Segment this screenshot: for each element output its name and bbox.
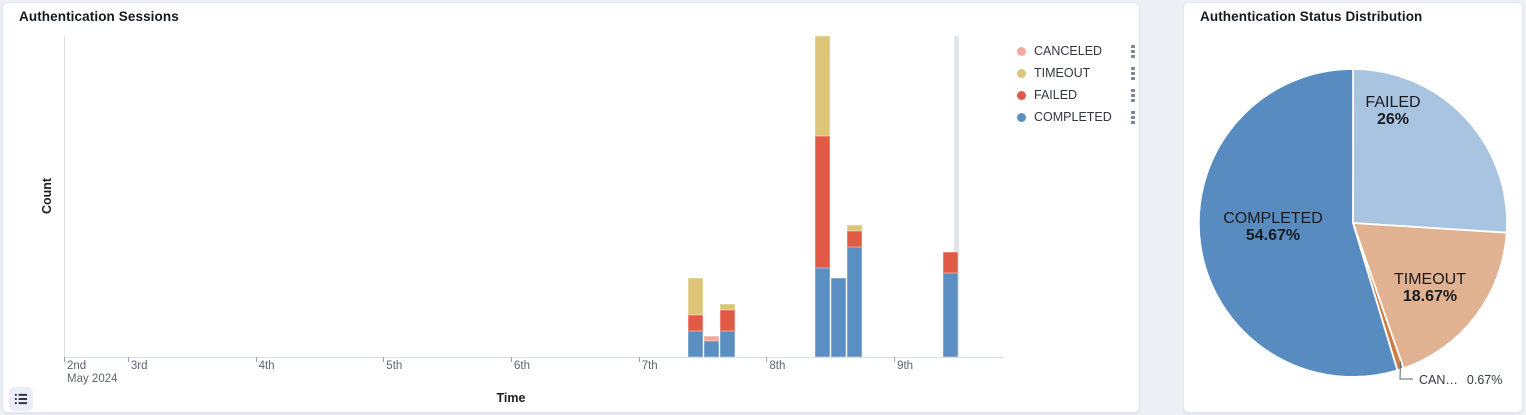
legend-item-label: FAILED (1034, 88, 1078, 102)
legend-item-completed[interactable]: COMPLETED (1009, 106, 1137, 128)
tick-day-label: 5th (386, 360, 403, 372)
list-icon (14, 393, 28, 405)
legend-color-dot (1017, 46, 1026, 56)
bar-segment-completed[interactable] (831, 278, 847, 357)
bar-segment-completed[interactable] (687, 330, 703, 357)
tick-month-label: May 2024 (67, 373, 118, 385)
x-axis-tick-label: 6th (514, 360, 530, 373)
x-axis-tick-label: 7th (642, 360, 658, 373)
bar-segment-completed[interactable] (815, 267, 831, 357)
legend-toggle-button[interactable] (9, 387, 33, 411)
y-axis-title: Count (40, 177, 54, 215)
auth-sessions-panel: Authentication Sessions 2nd May 2024 3rd 4t… (2, 2, 1140, 413)
x-axis-tick-label: 8th (769, 360, 785, 373)
x-axis-tick-label: 3rd (131, 360, 148, 373)
legend-color-dot (1017, 112, 1026, 122)
x-axis-tickmark (255, 357, 257, 362)
bar-segment-canceled[interactable] (703, 335, 719, 342)
x-axis-title: Time (496, 391, 526, 405)
legend-item-canceled[interactable]: CANCELED (1009, 40, 1137, 62)
panel-title: Authentication Status Distribution (1200, 9, 1423, 24)
legend-item-timeout[interactable]: TIMEOUT (1009, 62, 1137, 84)
tick-day-label: 6th (514, 360, 530, 372)
pie-slice-failed[interactable] (1352, 68, 1508, 234)
legend-item-label: COMPLETED (1034, 110, 1112, 124)
callout-name: CAN… (1419, 373, 1458, 387)
x-axis-tickmark (127, 357, 129, 362)
bar-segment-completed[interactable] (719, 330, 735, 357)
pie-callout-line (1399, 361, 1413, 380)
x-axis-tickmark (766, 357, 768, 362)
callout-percent: 0.67% (1466, 373, 1503, 387)
tick-day-label: 7th (641, 360, 658, 372)
legend-color-dot (1017, 68, 1026, 78)
bar-segment-failed[interactable] (847, 230, 863, 247)
x-axis-tickmark (894, 357, 896, 362)
current-time-marker (953, 36, 959, 357)
bar-segment-failed[interactable] (943, 251, 958, 273)
legend-item-label: CANCELED (1034, 44, 1103, 58)
tick-day-label: 2nd (67, 360, 87, 372)
x-axis-tick-label: 4th (259, 360, 275, 373)
x-axis-tickmark (383, 357, 385, 362)
boxes-vertical-icon[interactable] (1131, 110, 1135, 124)
bar-segment-failed[interactable] (815, 135, 831, 268)
pie-callout-label-canceled: CAN… 0.67% (1419, 373, 1502, 387)
bar-segment-completed[interactable] (703, 341, 719, 357)
x-axis-tickmark (64, 357, 65, 362)
bar-plot-area (64, 36, 1004, 358)
bar-segment-timeout[interactable] (815, 36, 831, 136)
bar-segment-failed[interactable] (687, 314, 703, 331)
tick-day-label: 9th (897, 360, 914, 372)
pie-svg (1197, 68, 1508, 380)
tick-day-label: 8th (769, 360, 786, 372)
boxes-vertical-icon[interactable] (1131, 44, 1135, 58)
x-axis-tickmark (638, 357, 640, 362)
bar-segment-timeout[interactable] (687, 278, 703, 315)
tick-day-label: 3rd (130, 360, 148, 372)
x-axis-tickmark (511, 357, 512, 362)
bar-segment-timeout[interactable] (847, 225, 863, 231)
boxes-vertical-icon[interactable] (1131, 66, 1135, 80)
bar-segment-failed[interactable] (719, 309, 735, 331)
bar-segment-timeout[interactable] (719, 304, 735, 310)
legend-item-failed[interactable]: FAILED (1009, 84, 1137, 106)
bar-segment-completed[interactable] (847, 246, 863, 357)
auth-status-panel: Authentication Status Distribution FAILE… (1183, 2, 1523, 413)
panel-title: Authentication Sessions (19, 9, 179, 24)
tick-day-label: 4th (258, 360, 275, 372)
legend-color-dot (1017, 90, 1026, 100)
x-axis-tick-label: 9th (897, 360, 913, 373)
x-axis-tick-label: 5th (386, 360, 402, 373)
x-axis-tick-label: 2nd May 2024 (67, 360, 118, 386)
bar-segment-completed[interactable] (943, 272, 958, 357)
pie-slice-completed[interactable] (1197, 68, 1399, 378)
boxes-vertical-icon[interactable] (1131, 88, 1135, 102)
legend-item-label: TIMEOUT (1034, 66, 1091, 80)
legend: CANCELED TIMEOUT FAILED COMPLETED (1009, 40, 1137, 128)
